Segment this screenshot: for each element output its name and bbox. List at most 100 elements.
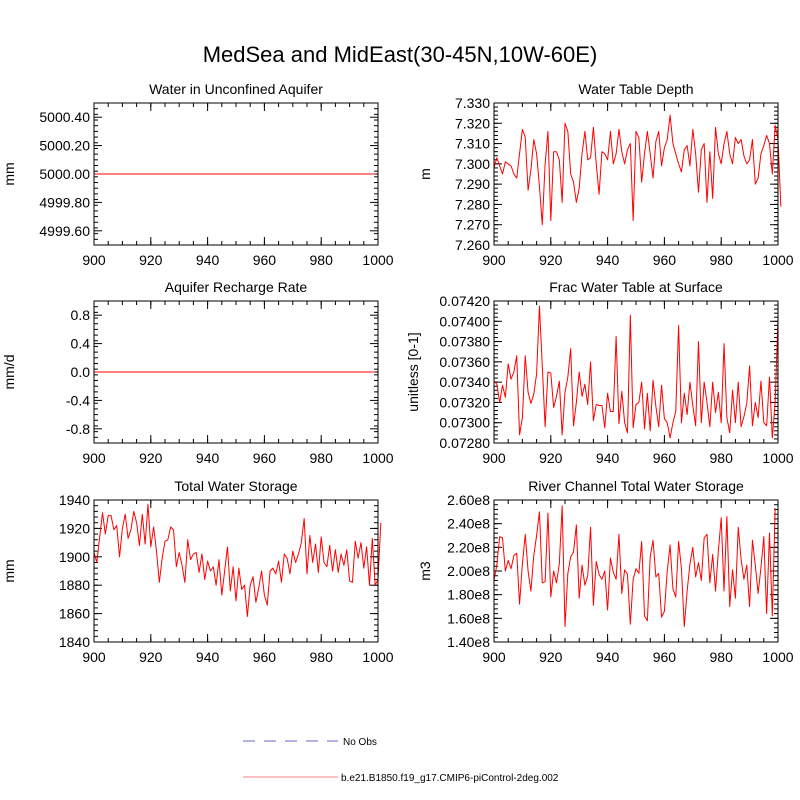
x-tick-label: 900 (482, 450, 506, 466)
chart-title: Aquifer Recharge Rate (165, 279, 308, 295)
chart-frac-water-table-at-surface: Frac Water Table at Surface 900 920 940 960 9… (405, 279, 794, 466)
y-tick-label: 1920 (59, 520, 90, 536)
y-tick-label: 0.4 (71, 336, 91, 352)
y-tick-label: 5000.40 (39, 109, 90, 125)
x-tick-label: 1000 (362, 252, 393, 268)
x-tick-label: 900 (482, 252, 506, 268)
y-tick-label: -0.8 (66, 421, 90, 437)
x-tick-label: 1000 (762, 649, 793, 665)
y-tick-label: 1860 (59, 606, 90, 622)
x-tick-label: 960 (653, 450, 677, 466)
y-tick-label: 1880 (59, 577, 90, 593)
x-tick-label: 960 (253, 649, 277, 665)
chart-title: Frac Water Table at Surface (549, 279, 723, 295)
y-tick-label: 7.320 (455, 115, 490, 131)
y-tick-label: 0.07340 (439, 374, 490, 390)
x-tick-label: 980 (310, 450, 334, 466)
y-tick-label: 5000.00 (39, 166, 90, 182)
y-tick-label: 7.260 (455, 237, 490, 253)
y-tick-label: 5000.20 (39, 138, 90, 154)
x-tick-label: 1000 (362, 649, 393, 665)
legend-model-label: b.e21.B1850.f19_g17.CMIP6-piControl-2deg… (341, 773, 559, 784)
x-tick-label: 940 (596, 450, 620, 466)
y-tick-label: 0.8 (71, 307, 91, 323)
x-tick-label: 960 (253, 252, 277, 268)
legend-obs-label: No Obs (343, 737, 377, 748)
x-tick-label: 960 (253, 450, 277, 466)
y-axis-label: m3 (417, 561, 433, 581)
chart-title: River Channel Total Water Storage (528, 478, 744, 494)
panels: Water in Unconfined Aquifer 900 920 940 960 9… (1, 81, 794, 665)
x-tick-label: 920 (539, 649, 563, 665)
x-tick-label: 1000 (762, 252, 793, 268)
x-tick-label: 920 (539, 450, 563, 466)
y-tick-label: 7.280 (455, 196, 490, 212)
y-tick-label: 0.07380 (439, 334, 490, 350)
chart-aquifer-recharge-rate: Aquifer Recharge Rate 900 920 940 960 980 1000… (1, 279, 394, 466)
y-tick-label: 1900 (59, 549, 90, 565)
series-line (94, 504, 381, 616)
x-tick-label: 940 (196, 252, 220, 268)
y-axis-label: mm/d (1, 355, 17, 390)
plot-frame (494, 103, 778, 245)
y-tick-label: 7.290 (455, 176, 490, 192)
y-axis-label: m (417, 168, 433, 180)
x-tick-label: 900 (482, 649, 506, 665)
x-tick-label: 900 (82, 450, 106, 466)
series-line (494, 506, 775, 627)
y-tick-label: 1840 (59, 634, 90, 650)
x-tick-label: 940 (196, 649, 220, 665)
series-line (494, 306, 778, 438)
x-tick-label: 960 (653, 252, 677, 268)
y-tick-label: 0.07400 (439, 313, 490, 329)
figure-canvas: MedSea and MidEast(30-45N,10W-60E) Water… (0, 0, 800, 800)
chart-title: Water Table Depth (578, 81, 693, 97)
x-tick-label: 900 (82, 649, 106, 665)
y-tick-label: 0.07420 (439, 293, 490, 309)
y-tick-label: 2.40e8 (447, 516, 490, 532)
x-tick-label: 940 (596, 649, 620, 665)
x-tick-label: 980 (310, 649, 334, 665)
x-tick-label: 980 (710, 450, 734, 466)
x-tick-label: 920 (539, 252, 563, 268)
x-tick-label: 920 (139, 649, 163, 665)
figure-title: MedSea and MidEast(30-45N,10W-60E) (203, 42, 598, 67)
y-tick-label: 0.0 (71, 364, 91, 380)
chart-water-in-unconfined-aquifer: Water in Unconfined Aquifer 900 920 940 960 9… (1, 81, 394, 268)
chart-river-channel-total-water-storage: River Channel Total Water Storage 900 920 9… (417, 478, 794, 665)
series-line (494, 115, 781, 225)
x-tick-label: 920 (139, 450, 163, 466)
y-tick-label: 7.330 (455, 95, 490, 111)
y-axis-label: mm (1, 559, 17, 582)
y-tick-label: 1.40e8 (447, 634, 490, 650)
y-tick-label: 1.80e8 (447, 587, 490, 603)
x-tick-label: 980 (310, 252, 334, 268)
y-axis-label: unitless [0-1] (405, 332, 421, 411)
x-tick-label: 900 (82, 252, 106, 268)
x-tick-label: 960 (653, 649, 677, 665)
x-tick-label: 1000 (362, 450, 393, 466)
y-tick-label: 7.300 (455, 156, 490, 172)
y-tick-label: -0.4 (66, 392, 90, 408)
y-tick-label: 0.07320 (439, 394, 490, 410)
y-tick-label: 1.60e8 (447, 610, 490, 626)
chart-title: Total Water Storage (174, 478, 297, 494)
y-tick-label: 0.07360 (439, 354, 490, 370)
chart-water-table-depth: Water Table Depth 900 920 940 960 980 1000 7.26… (417, 81, 794, 268)
y-tick-label: 2.00e8 (447, 563, 490, 579)
x-tick-label: 940 (596, 252, 620, 268)
y-axis-label: mm (1, 162, 17, 185)
x-tick-label: 920 (139, 252, 163, 268)
y-tick-label: 2.60e8 (447, 492, 490, 508)
y-tick-label: 7.270 (455, 217, 490, 233)
y-tick-label: 0.07280 (439, 435, 490, 451)
plot-frame (494, 500, 778, 642)
y-tick-label: 1940 (59, 492, 90, 508)
x-tick-label: 1000 (762, 450, 793, 466)
x-tick-label: 940 (196, 450, 220, 466)
x-tick-label: 980 (710, 252, 734, 268)
x-tick-label: 980 (710, 649, 734, 665)
y-tick-label: 7.310 (455, 136, 490, 152)
chart-total-water-storage: Total Water Storage 900 920 940 960 980 1000 18… (1, 478, 394, 665)
chart-title: Water in Unconfined Aquifer (149, 81, 323, 97)
